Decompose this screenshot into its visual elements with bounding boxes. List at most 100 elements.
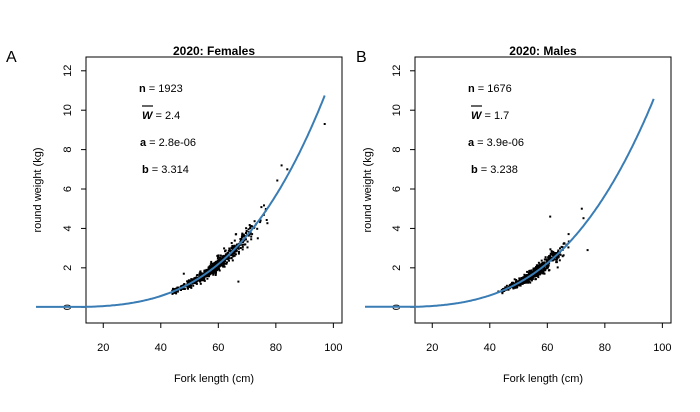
data-point bbox=[183, 283, 185, 286]
data-point bbox=[204, 270, 207, 273]
data-point bbox=[179, 288, 182, 291]
data-point bbox=[512, 287, 515, 290]
x-tick-label: 60 bbox=[212, 342, 224, 354]
data-point bbox=[195, 280, 198, 283]
data-point bbox=[548, 262, 551, 265]
data-point bbox=[524, 274, 526, 277]
data-point bbox=[558, 259, 561, 262]
data-point bbox=[543, 261, 546, 264]
scatter-points bbox=[497, 207, 589, 295]
data-point bbox=[201, 279, 204, 282]
data-point bbox=[520, 277, 523, 279]
data-point bbox=[236, 247, 239, 250]
data-point bbox=[263, 204, 265, 207]
data-point bbox=[540, 269, 543, 271]
data-point bbox=[530, 271, 533, 274]
y-tick-label: 12 bbox=[62, 65, 74, 77]
x-tick-label: 80 bbox=[599, 342, 611, 354]
data-point bbox=[539, 263, 542, 266]
data-point bbox=[237, 247, 240, 250]
panel-letter: A bbox=[6, 49, 17, 66]
data-point bbox=[205, 268, 208, 271]
data-point bbox=[224, 253, 227, 256]
data-point bbox=[221, 256, 224, 259]
data-point bbox=[181, 284, 184, 287]
data-point bbox=[202, 275, 205, 278]
plot-frame bbox=[414, 56, 672, 324]
data-point bbox=[204, 271, 207, 274]
data-point bbox=[550, 250, 553, 253]
data-point bbox=[259, 221, 262, 224]
data-point bbox=[514, 285, 517, 288]
data-point bbox=[539, 272, 542, 275]
data-point bbox=[266, 222, 269, 225]
y-tick-label: 10 bbox=[391, 104, 403, 116]
data-point bbox=[546, 265, 549, 268]
data-point bbox=[555, 261, 558, 264]
data-point bbox=[189, 279, 192, 282]
data-point bbox=[243, 234, 246, 237]
data-point bbox=[201, 273, 204, 276]
data-point bbox=[520, 282, 523, 285]
data-point bbox=[195, 274, 198, 277]
data-point bbox=[527, 281, 530, 284]
data-point bbox=[245, 232, 247, 234]
data-point bbox=[567, 233, 570, 236]
data-point bbox=[208, 275, 210, 278]
data-point bbox=[214, 264, 217, 267]
data-point bbox=[217, 254, 220, 257]
data-point bbox=[198, 279, 201, 282]
x-tick-label: 100 bbox=[324, 342, 342, 354]
data-point bbox=[549, 215, 552, 218]
data-point bbox=[193, 278, 196, 281]
data-point bbox=[513, 278, 516, 281]
data-point bbox=[509, 284, 512, 287]
data-point bbox=[208, 273, 211, 276]
data-point bbox=[551, 259, 554, 262]
data-point bbox=[245, 230, 248, 232]
data-point bbox=[555, 252, 558, 254]
data-point bbox=[525, 281, 528, 284]
data-point bbox=[239, 247, 242, 249]
data-point bbox=[249, 227, 252, 230]
data-point bbox=[515, 279, 518, 281]
y-tick-label: 6 bbox=[391, 186, 403, 192]
x-tick-label: 60 bbox=[541, 342, 553, 354]
data-point bbox=[230, 254, 233, 257]
data-point bbox=[218, 269, 221, 272]
stat-b: b = 3.314 bbox=[142, 164, 189, 176]
data-point bbox=[173, 291, 176, 294]
data-point bbox=[530, 269, 533, 272]
data-point bbox=[582, 217, 585, 220]
data-point bbox=[223, 255, 226, 258]
data-point bbox=[247, 228, 250, 231]
data-point bbox=[212, 272, 215, 275]
data-point bbox=[192, 284, 195, 287]
data-point bbox=[227, 249, 230, 252]
data-point bbox=[233, 239, 236, 242]
stat-w: W = 1.7 bbox=[471, 110, 509, 122]
data-point bbox=[229, 250, 232, 252]
data-point bbox=[549, 248, 552, 251]
data-point bbox=[540, 259, 543, 262]
data-point bbox=[557, 249, 560, 252]
data-point bbox=[559, 247, 561, 250]
panel-letter: B bbox=[356, 49, 367, 66]
data-point bbox=[241, 245, 244, 248]
data-point bbox=[183, 288, 186, 290]
x-tick-label: 40 bbox=[484, 342, 496, 354]
data-point bbox=[535, 264, 538, 267]
stats-box: n = 1676 W = 1.7 a = 3.9e-06 b = 3.238 bbox=[468, 83, 524, 176]
data-point bbox=[521, 282, 524, 285]
data-point bbox=[212, 273, 215, 276]
data-point bbox=[219, 256, 221, 259]
data-point bbox=[540, 271, 543, 274]
data-point bbox=[517, 280, 520, 283]
data-point bbox=[210, 260, 213, 263]
data-point bbox=[248, 233, 251, 236]
data-point bbox=[531, 274, 534, 277]
stat-a: a = 3.9e-06 bbox=[468, 137, 524, 149]
data-point bbox=[246, 240, 249, 243]
data-point bbox=[223, 262, 226, 265]
